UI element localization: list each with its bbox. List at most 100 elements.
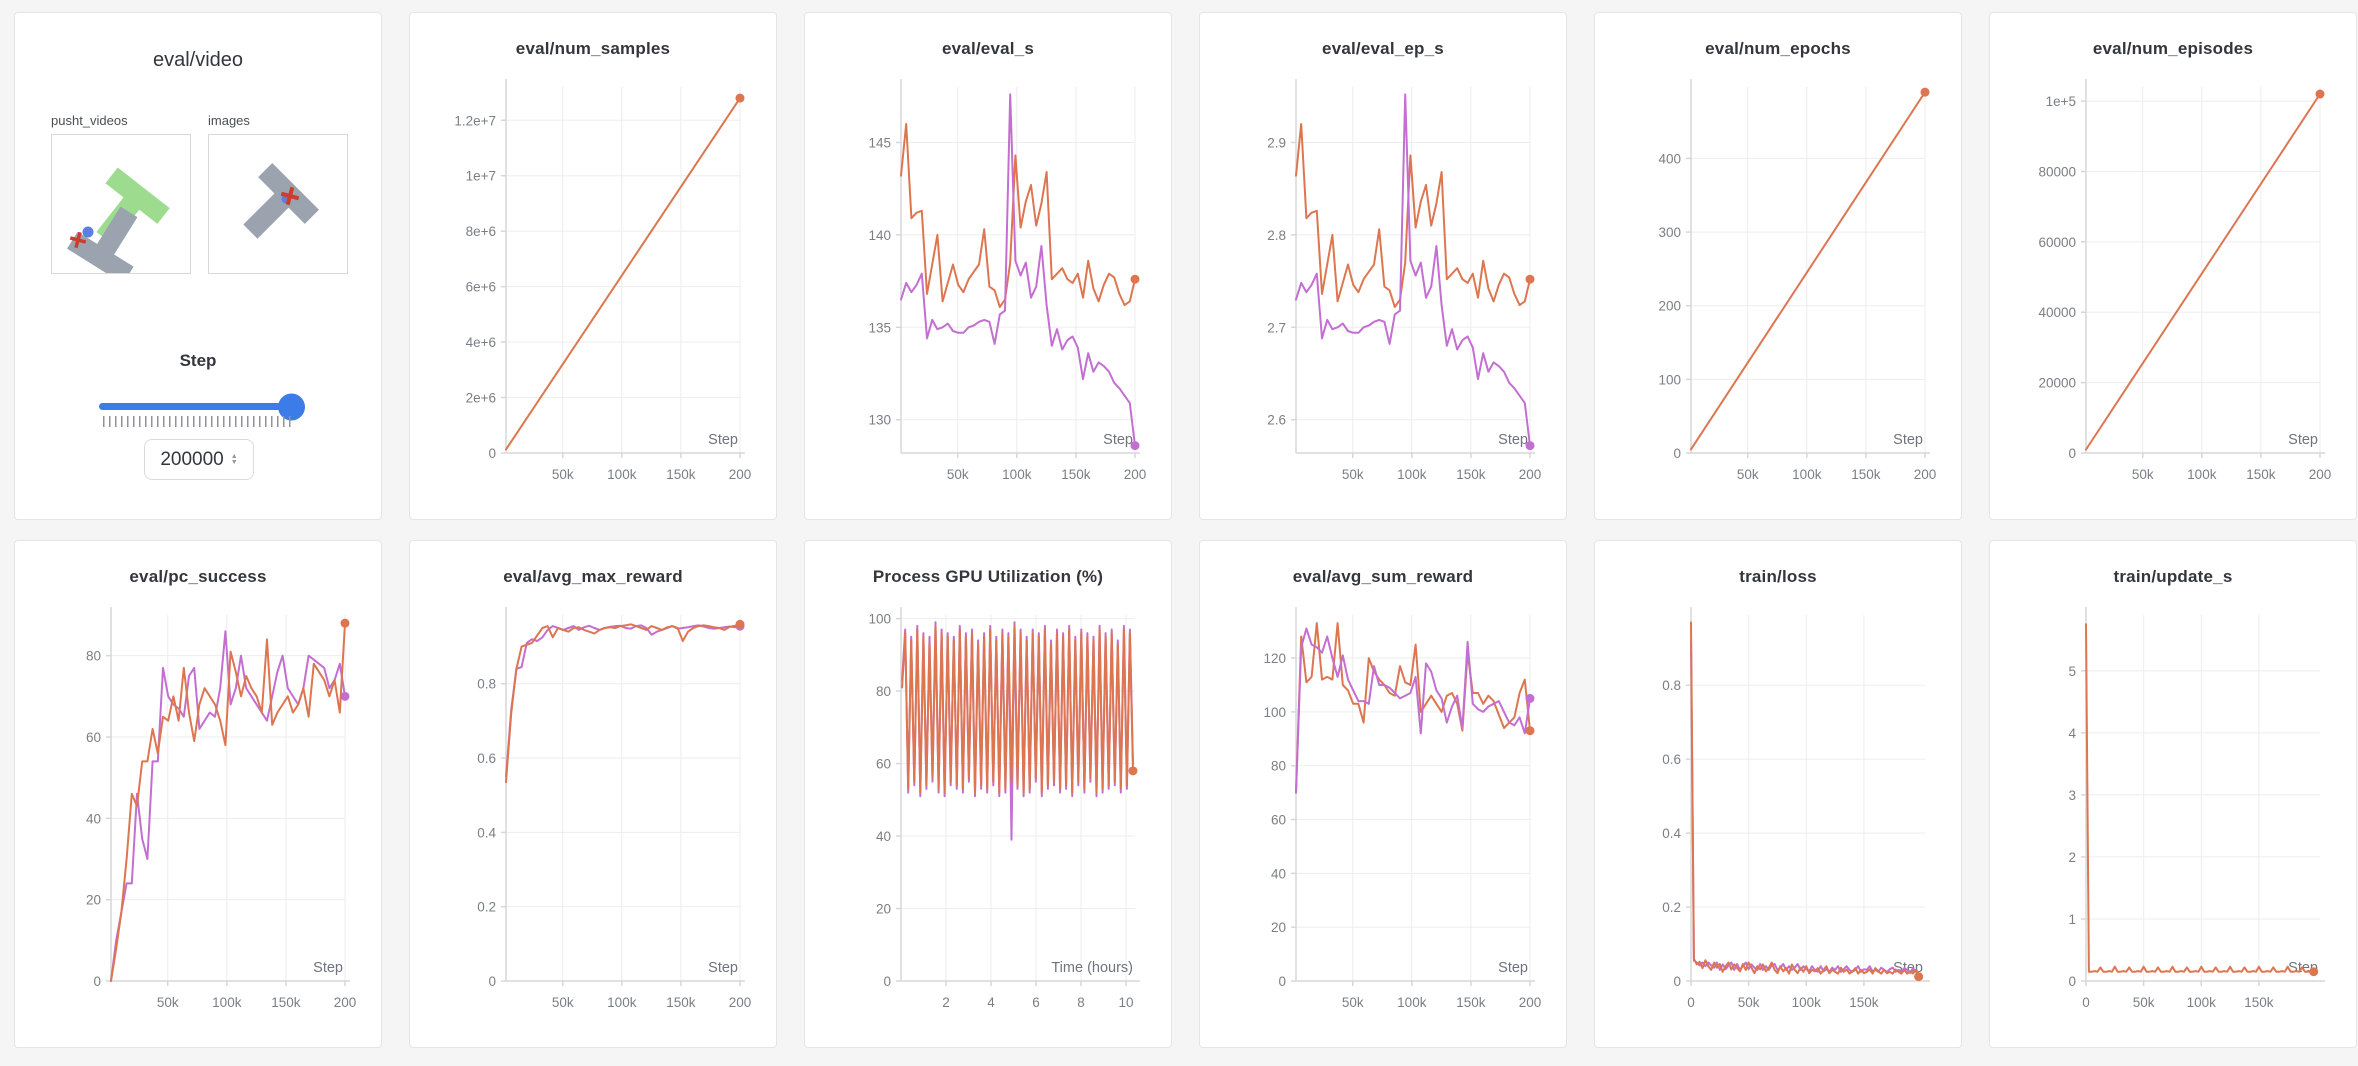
svg-text:150k: 150k [2246, 467, 2276, 482]
svg-text:40000: 40000 [2038, 305, 2076, 320]
svg-text:6e+6: 6e+6 [466, 280, 496, 295]
svg-text:200: 200 [1658, 299, 1681, 314]
svg-text:50k: 50k [947, 467, 969, 482]
svg-text:Step: Step [2288, 432, 2318, 448]
panel-process-gpu-utilization[interactable]: Process GPU Utilization (%) 0 20 40 60 80 100… [804, 540, 1172, 1048]
media-box-images[interactable] [208, 134, 348, 274]
svg-text:200: 200 [1519, 467, 1542, 482]
svg-text:60000: 60000 [2038, 235, 2076, 250]
svg-text:1e+7: 1e+7 [466, 169, 496, 184]
chart-title: eval/avg_max_reward [503, 567, 683, 586]
svg-text:0: 0 [2068, 446, 2076, 461]
step-value: 200000 [160, 448, 224, 470]
panel-eval-eval-s[interactable]: eval/eval_s 130 135 140 145 50k 100k 150k 200 St… [804, 12, 1172, 520]
svg-text:60: 60 [876, 757, 891, 772]
video-panel-title: eval/video [152, 49, 244, 71]
svg-text:100: 100 [1658, 372, 1681, 387]
svg-text:40: 40 [86, 811, 101, 826]
spinner-down-icon[interactable]: ▼ [230, 458, 238, 466]
chart-eval-avg-max-reward[interactable]: 0 0.2 0.4 0.6 0.8 50k 100k 150k 200 Step [410, 599, 777, 1039]
svg-text:0.8: 0.8 [477, 677, 496, 692]
chart-eval-eval-ep-s[interactable]: 2.6 2.7 2.8 2.9 50k 100k 150k 200 Step [1200, 71, 1567, 511]
svg-text:50k: 50k [552, 995, 574, 1010]
svg-text:100k: 100k [1792, 467, 1822, 482]
svg-text:2e+6: 2e+6 [466, 391, 496, 406]
svg-text:50k: 50k [1737, 467, 1759, 482]
panel-eval-num-episodes[interactable]: eval/num_episodes 0 20000 40000 60000 80000 1… [1989, 12, 2357, 520]
svg-text:150k: 150k [1061, 467, 1091, 482]
svg-text:0.6: 0.6 [1662, 752, 1681, 767]
svg-text:3: 3 [2068, 788, 2076, 803]
chart-title: eval/eval_s [941, 39, 1034, 58]
svg-text:100k: 100k [1792, 995, 1822, 1010]
svg-text:2.7: 2.7 [1267, 320, 1286, 335]
svg-text:20000: 20000 [2038, 376, 2076, 391]
svg-text:150k: 150k [1456, 995, 1486, 1010]
step-input-spinner[interactable]: ▲ ▼ [230, 452, 238, 466]
chart-eval-avg-sum-reward[interactable]: 0 20 40 60 80 100 120 50k 100k 150k 200 Step [1200, 599, 1567, 1039]
svg-text:10: 10 [1118, 995, 1133, 1010]
chart-eval-num-episodes[interactable]: 0 20000 40000 60000 80000 1e+5 50k 100k 150k 200 S… [1990, 71, 2357, 511]
svg-text:0.4: 0.4 [1662, 826, 1681, 841]
step-input[interactable]: 200000 ▲ ▼ [144, 439, 254, 480]
svg-text:Step: Step [1103, 432, 1133, 448]
svg-text:150k: 150k [271, 995, 301, 1010]
svg-text:0.8: 0.8 [1662, 678, 1681, 693]
chart-eval-num-samples[interactable]: 0 2e+6 4e+6 6e+6 8e+6 1e+7 1.2e+7 50k 100k 150k 20… [410, 71, 777, 511]
svg-text:0: 0 [2068, 974, 2076, 989]
svg-text:150k: 150k [666, 995, 696, 1010]
panel-eval-eval-ep-s[interactable]: eval/eval_ep_s 2.6 2.7 2.8 2.9 50k 100k 150k 20… [1199, 12, 1567, 520]
panel-train-loss[interactable]: train/loss 0 0.2 0.4 0.6 0.8 0 50k 100k 150k Step [1594, 540, 1962, 1048]
chart-title: train/loss [1739, 567, 1817, 586]
chart-eval-eval-s[interactable]: 130 135 140 145 50k 100k 150k 200 Step [805, 71, 1172, 511]
svg-text:50k: 50k [1342, 995, 1364, 1010]
step-slider-thumb[interactable] [278, 393, 305, 420]
svg-text:60: 60 [86, 730, 101, 745]
chart-eval-num-epochs[interactable]: 0 100 200 300 400 50k 100k 150k 200 Step [1595, 71, 1962, 511]
panel-eval-num-samples[interactable]: eval/num_samples 0 2e+6 4e+6 6e+6 8e+6 1e+7 1.… [409, 12, 777, 520]
svg-text:40: 40 [1271, 866, 1286, 881]
svg-text:2.9: 2.9 [1267, 135, 1286, 150]
svg-text:0.2: 0.2 [1662, 900, 1681, 915]
chart-title: eval/pc_success [129, 567, 267, 586]
panel-eval-avg-sum-reward[interactable]: eval/avg_sum_reward 0 20 40 60 80 100 120 50k 10… [1199, 540, 1567, 1048]
svg-text:150k: 150k [666, 467, 696, 482]
svg-text:2.8: 2.8 [1267, 228, 1286, 243]
panel-eval-num-epochs[interactable]: eval/num_epochs 0 100 200 300 400 50k 100k 150k… [1594, 12, 1962, 520]
svg-text:80: 80 [86, 649, 101, 664]
step-slider[interactable] [99, 393, 305, 420]
svg-text:100k: 100k [1397, 995, 1427, 1010]
svg-text:150k: 150k [2244, 995, 2274, 1010]
svg-text:6: 6 [1032, 995, 1040, 1010]
svg-text:Step: Step [313, 960, 343, 976]
panel-eval-pc-success[interactable]: eval/pc_success 0 20 40 60 80 50k 100k 150k 200 S… [14, 540, 382, 1048]
svg-text:100k: 100k [2187, 995, 2217, 1010]
pusht-video-thumbnail [67, 167, 170, 284]
svg-text:100: 100 [868, 612, 891, 627]
chart-process-gpu-utilization[interactable]: 0 20 40 60 80 100 2 4 6 8 10 Time (hours) [805, 599, 1172, 1039]
svg-text:8: 8 [1077, 995, 1085, 1010]
media-box-pusht-videos[interactable] [51, 134, 191, 284]
svg-text:100k: 100k [2187, 467, 2217, 482]
svg-text:200: 200 [1914, 467, 1937, 482]
svg-text:0: 0 [488, 446, 496, 461]
chart-title: eval/num_epochs [1705, 39, 1851, 58]
svg-text:135: 135 [868, 320, 891, 335]
chart-title: eval/avg_sum_reward [1292, 567, 1474, 586]
svg-text:4e+6: 4e+6 [466, 335, 496, 350]
svg-text:0: 0 [1673, 974, 1681, 989]
svg-text:100k: 100k [212, 995, 242, 1010]
svg-text:2.6: 2.6 [1267, 413, 1286, 428]
chart-eval-pc-success[interactable]: 0 20 40 60 80 50k 100k 150k 200 Step [15, 599, 382, 1039]
svg-text:120: 120 [1263, 651, 1286, 666]
svg-text:50k: 50k [552, 467, 574, 482]
spinner-up-icon[interactable]: ▲ [230, 452, 238, 460]
panel-eval-avg-max-reward[interactable]: eval/avg_max_reward 0 0.2 0.4 0.6 0.8 50k 100k… [409, 540, 777, 1048]
pusht-image-thumbnail [243, 163, 319, 239]
panel-train-update-s[interactable]: train/update_s 0 1 2 3 4 5 0 50k 100k 150k Step [1989, 540, 2357, 1048]
svg-text:5: 5 [2068, 664, 2076, 679]
svg-text:100k: 100k [1002, 467, 1032, 482]
svg-text:80: 80 [876, 684, 891, 699]
